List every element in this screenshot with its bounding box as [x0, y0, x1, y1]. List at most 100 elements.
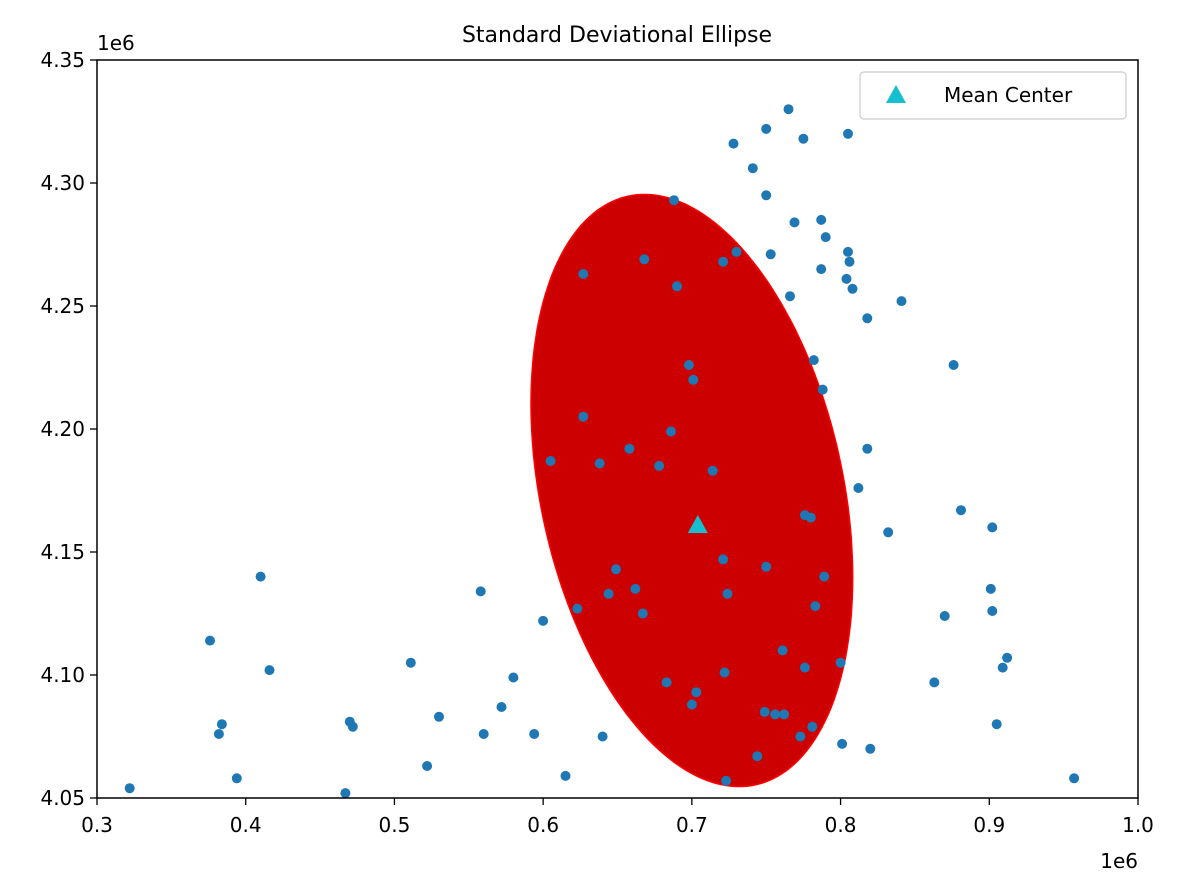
data-point [820, 232, 831, 243]
data-point [691, 687, 702, 698]
data-point [672, 281, 682, 292]
data-point [572, 603, 583, 614]
data-point [405, 657, 416, 668]
x-tick-label: 0.7 [676, 813, 708, 837]
data-point [637, 608, 648, 619]
legend-label-mean-center: Mean Center [944, 83, 1073, 107]
data-point [777, 645, 788, 656]
data-point [896, 296, 907, 307]
data-point [747, 163, 758, 174]
data-point [688, 374, 699, 385]
data-point [718, 554, 729, 565]
data-point [624, 443, 635, 454]
data-point [683, 360, 694, 370]
y-tick-label: 4.25 [40, 294, 85, 318]
data-point [422, 761, 433, 771]
data-point [759, 706, 770, 717]
data-point [686, 699, 697, 710]
data-point [478, 729, 489, 739]
data-point [799, 662, 810, 673]
data-point [639, 254, 650, 265]
ellipse [530, 193, 854, 788]
data-point [835, 657, 846, 668]
data-point [529, 729, 540, 739]
data-point [594, 458, 605, 469]
chart-title: Standard Deviational Ellipse [462, 23, 772, 48]
data-point [948, 360, 959, 370]
y-tick-label: 4.10 [40, 663, 85, 687]
data-point [785, 291, 795, 302]
data-point [779, 709, 790, 720]
data-point [929, 677, 940, 688]
data-point [798, 133, 809, 144]
data-point [997, 662, 1008, 673]
data-point [205, 635, 215, 646]
data-point [987, 522, 998, 533]
data-point [560, 770, 571, 781]
data-point [789, 217, 800, 228]
data-point [496, 702, 507, 712]
x-tick-label: 0.6 [527, 813, 559, 837]
data-point [264, 665, 275, 676]
data-point [843, 246, 853, 257]
data-point [761, 123, 772, 134]
legend: Mean Center [859, 71, 1127, 120]
data-point [805, 512, 816, 523]
data-point [255, 571, 266, 582]
data-point [939, 611, 950, 621]
data-point [578, 269, 589, 279]
data-point [434, 711, 444, 722]
y-tick-label: 4.30 [40, 171, 85, 195]
data-point [707, 465, 718, 476]
data-point [807, 721, 818, 732]
y-offset-label: 1e6 [97, 31, 135, 55]
data-point [956, 505, 966, 516]
data-point [666, 426, 676, 437]
data-point [865, 743, 876, 754]
x-tick-label: 0.8 [825, 813, 857, 837]
x-tick-label: 0.3 [81, 813, 113, 837]
y-tick-label: 4.20 [40, 417, 85, 441]
data-point [808, 355, 819, 366]
data-point [216, 719, 227, 730]
y-tick-label: 4.35 [40, 48, 85, 72]
data-point [853, 483, 864, 493]
data-point [783, 104, 794, 115]
data-point [721, 775, 732, 786]
data-point [475, 586, 486, 597]
data-point [837, 738, 848, 749]
data-point [719, 667, 730, 678]
data-point [991, 719, 1002, 730]
data-point [816, 264, 827, 275]
data-point [862, 443, 873, 454]
data-point [630, 583, 641, 594]
data-point [722, 588, 733, 599]
x-tick-label: 0.9 [973, 813, 1005, 837]
data-point [841, 273, 852, 284]
legend-mean-center-marker [886, 85, 906, 103]
x-tick-label: 0.4 [230, 813, 262, 837]
legend-box [859, 71, 1127, 120]
x-tick-label: 0.5 [379, 813, 411, 837]
data-point [231, 773, 242, 784]
plot-frame [96, 59, 1139, 799]
data-point [752, 751, 763, 762]
data-point [987, 606, 998, 616]
x-offset-label: 1e6 [1100, 849, 1138, 873]
data-point [761, 190, 772, 201]
data-point [847, 283, 858, 294]
data-point [770, 709, 781, 720]
data-point [1002, 652, 1013, 663]
data-point [508, 672, 519, 683]
data-point [578, 411, 589, 422]
data-point [819, 571, 830, 582]
data-point [340, 788, 351, 798]
data-point [844, 256, 855, 267]
mean-center-marker [687, 514, 708, 533]
data-point [718, 256, 729, 267]
data-point [1069, 773, 1080, 784]
data-point [761, 561, 772, 572]
data-point [124, 783, 135, 794]
y-tick-label: 4.05 [40, 786, 85, 810]
